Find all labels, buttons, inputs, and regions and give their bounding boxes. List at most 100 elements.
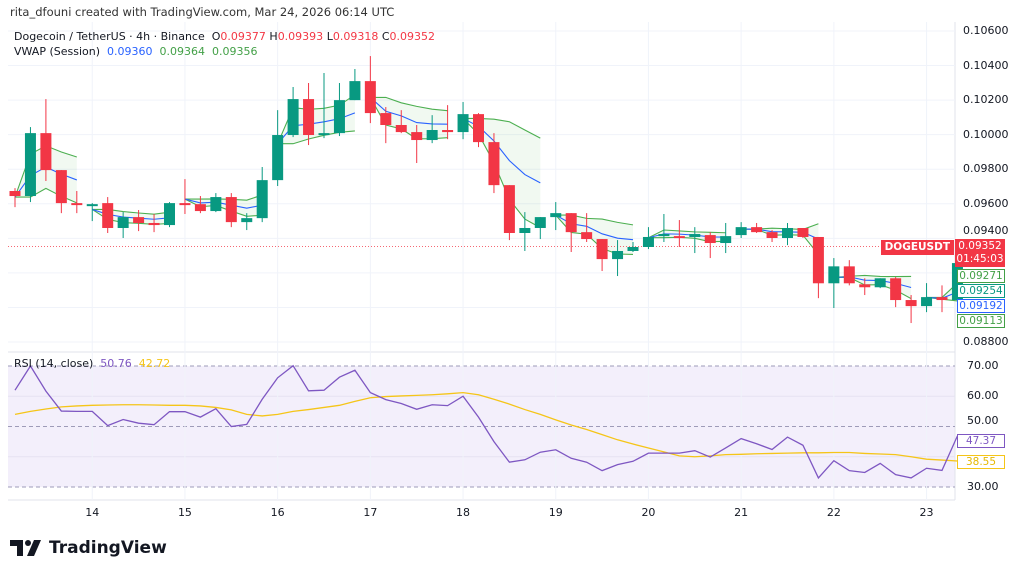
candle bbox=[936, 285, 948, 313]
candle-body bbox=[519, 227, 531, 234]
rsi-line bbox=[14, 364, 959, 480]
candle-body bbox=[812, 236, 824, 284]
candle-body bbox=[86, 204, 98, 207]
candle-body bbox=[689, 234, 701, 237]
rsi-tick-label: 60.00 bbox=[967, 389, 999, 403]
candle-body bbox=[225, 197, 237, 223]
time-tick-label: 21 bbox=[734, 506, 749, 519]
rsi-ma-label: 38.55 bbox=[957, 455, 1005, 469]
candle-body bbox=[164, 203, 175, 226]
candle-body bbox=[843, 266, 855, 284]
candle bbox=[40, 99, 52, 181]
vwap-band-fill bbox=[463, 118, 541, 228]
candle bbox=[411, 125, 423, 164]
candle bbox=[148, 213, 160, 233]
candle-body bbox=[627, 247, 639, 251]
current-price-label: 0.09352 01:45:03 bbox=[955, 239, 1005, 267]
price-tick-label: 0.08800 bbox=[963, 335, 1009, 349]
symbol-name: Dogecoin / TetherUS · 4h · Binance bbox=[14, 30, 205, 43]
vwap-line bbox=[184, 198, 263, 209]
tradingview-logo[interactable]: TradingView bbox=[10, 538, 167, 558]
candle bbox=[241, 213, 253, 231]
candle bbox=[890, 277, 902, 308]
rsi-tick-label: 30.00 bbox=[967, 480, 999, 493]
candle-body bbox=[565, 213, 577, 233]
candle bbox=[550, 202, 562, 231]
candle-body bbox=[828, 266, 840, 284]
time-tick-label: 18 bbox=[456, 506, 471, 519]
candle bbox=[642, 227, 654, 250]
candle-body bbox=[148, 222, 160, 226]
vwap-band-fill bbox=[926, 283, 958, 301]
candle-body bbox=[921, 297, 933, 307]
time-tick-label: 16 bbox=[270, 506, 285, 519]
vwap-upper-line bbox=[370, 96, 448, 112]
candle-body bbox=[488, 142, 500, 186]
vwap-upper-label: 0.09271 bbox=[957, 269, 1005, 283]
candle bbox=[797, 227, 809, 239]
candle bbox=[24, 127, 36, 203]
price-tick-label: 0.10200 bbox=[963, 93, 1009, 107]
rsi-tick-label: 50.00 bbox=[967, 413, 999, 427]
candle bbox=[720, 222, 732, 254]
candle-body bbox=[426, 130, 438, 141]
time-tick-label: 17 bbox=[363, 506, 378, 519]
candle bbox=[318, 72, 330, 139]
candle bbox=[766, 230, 778, 242]
candle-body bbox=[102, 203, 114, 228]
candle bbox=[133, 210, 145, 232]
candle bbox=[194, 196, 206, 214]
candle-body bbox=[272, 135, 284, 181]
credit-text: rita_dfouni created with TradingView.com… bbox=[10, 5, 395, 19]
high-value: 0.09393 bbox=[277, 30, 324, 43]
open-label: O bbox=[211, 30, 221, 43]
vwap-mid-value: 0.09360 bbox=[107, 45, 153, 58]
candle bbox=[534, 217, 546, 240]
candle-body bbox=[395, 125, 407, 133]
candle bbox=[303, 83, 315, 146]
vwap-upper-alt-label: 0.09254 bbox=[957, 284, 1005, 298]
candle-body bbox=[364, 81, 376, 114]
candle-body bbox=[658, 234, 670, 237]
candle-body bbox=[596, 239, 608, 260]
candle bbox=[210, 193, 222, 213]
vwap-line bbox=[369, 97, 448, 125]
candle bbox=[473, 113, 484, 148]
candle-body bbox=[704, 235, 716, 244]
candle bbox=[843, 260, 855, 286]
candle-body bbox=[210, 197, 222, 212]
candle-body bbox=[40, 133, 52, 171]
rsi-legend: RSI (14, close) 50.76 42.72 bbox=[14, 357, 170, 370]
candle bbox=[272, 110, 284, 187]
candle bbox=[349, 69, 361, 101]
candle-body bbox=[133, 217, 145, 223]
vwap-upper-value: 0.09364 bbox=[159, 45, 206, 58]
bar-countdown: 01:45:03 bbox=[956, 253, 1004, 265]
price-tick-label: 0.10000 bbox=[963, 127, 1009, 141]
candle bbox=[612, 240, 624, 277]
low-label: L bbox=[326, 30, 333, 43]
time-tick-label: 23 bbox=[919, 506, 934, 519]
candle bbox=[117, 212, 129, 239]
candle-body bbox=[71, 203, 83, 206]
candle-body bbox=[890, 278, 902, 301]
close-label: C bbox=[381, 30, 390, 43]
vwap-upper-line bbox=[184, 194, 263, 201]
candle bbox=[503, 185, 515, 241]
vwap-legend: VWAP (Session) 0.09360 0.09364 0.09356 bbox=[14, 45, 258, 58]
candle-body bbox=[287, 99, 299, 136]
candle bbox=[658, 213, 670, 242]
candle-body bbox=[457, 114, 469, 133]
candle-body bbox=[782, 227, 793, 239]
candle-body bbox=[581, 232, 593, 240]
rsi-tick-label: 70.00 bbox=[967, 359, 999, 372]
candle-body bbox=[24, 133, 36, 197]
candle-body bbox=[905, 300, 917, 307]
candle bbox=[782, 222, 793, 246]
candle bbox=[519, 212, 531, 251]
candle bbox=[179, 179, 191, 214]
candle bbox=[627, 241, 639, 253]
candle bbox=[874, 278, 886, 289]
candle bbox=[581, 213, 593, 242]
